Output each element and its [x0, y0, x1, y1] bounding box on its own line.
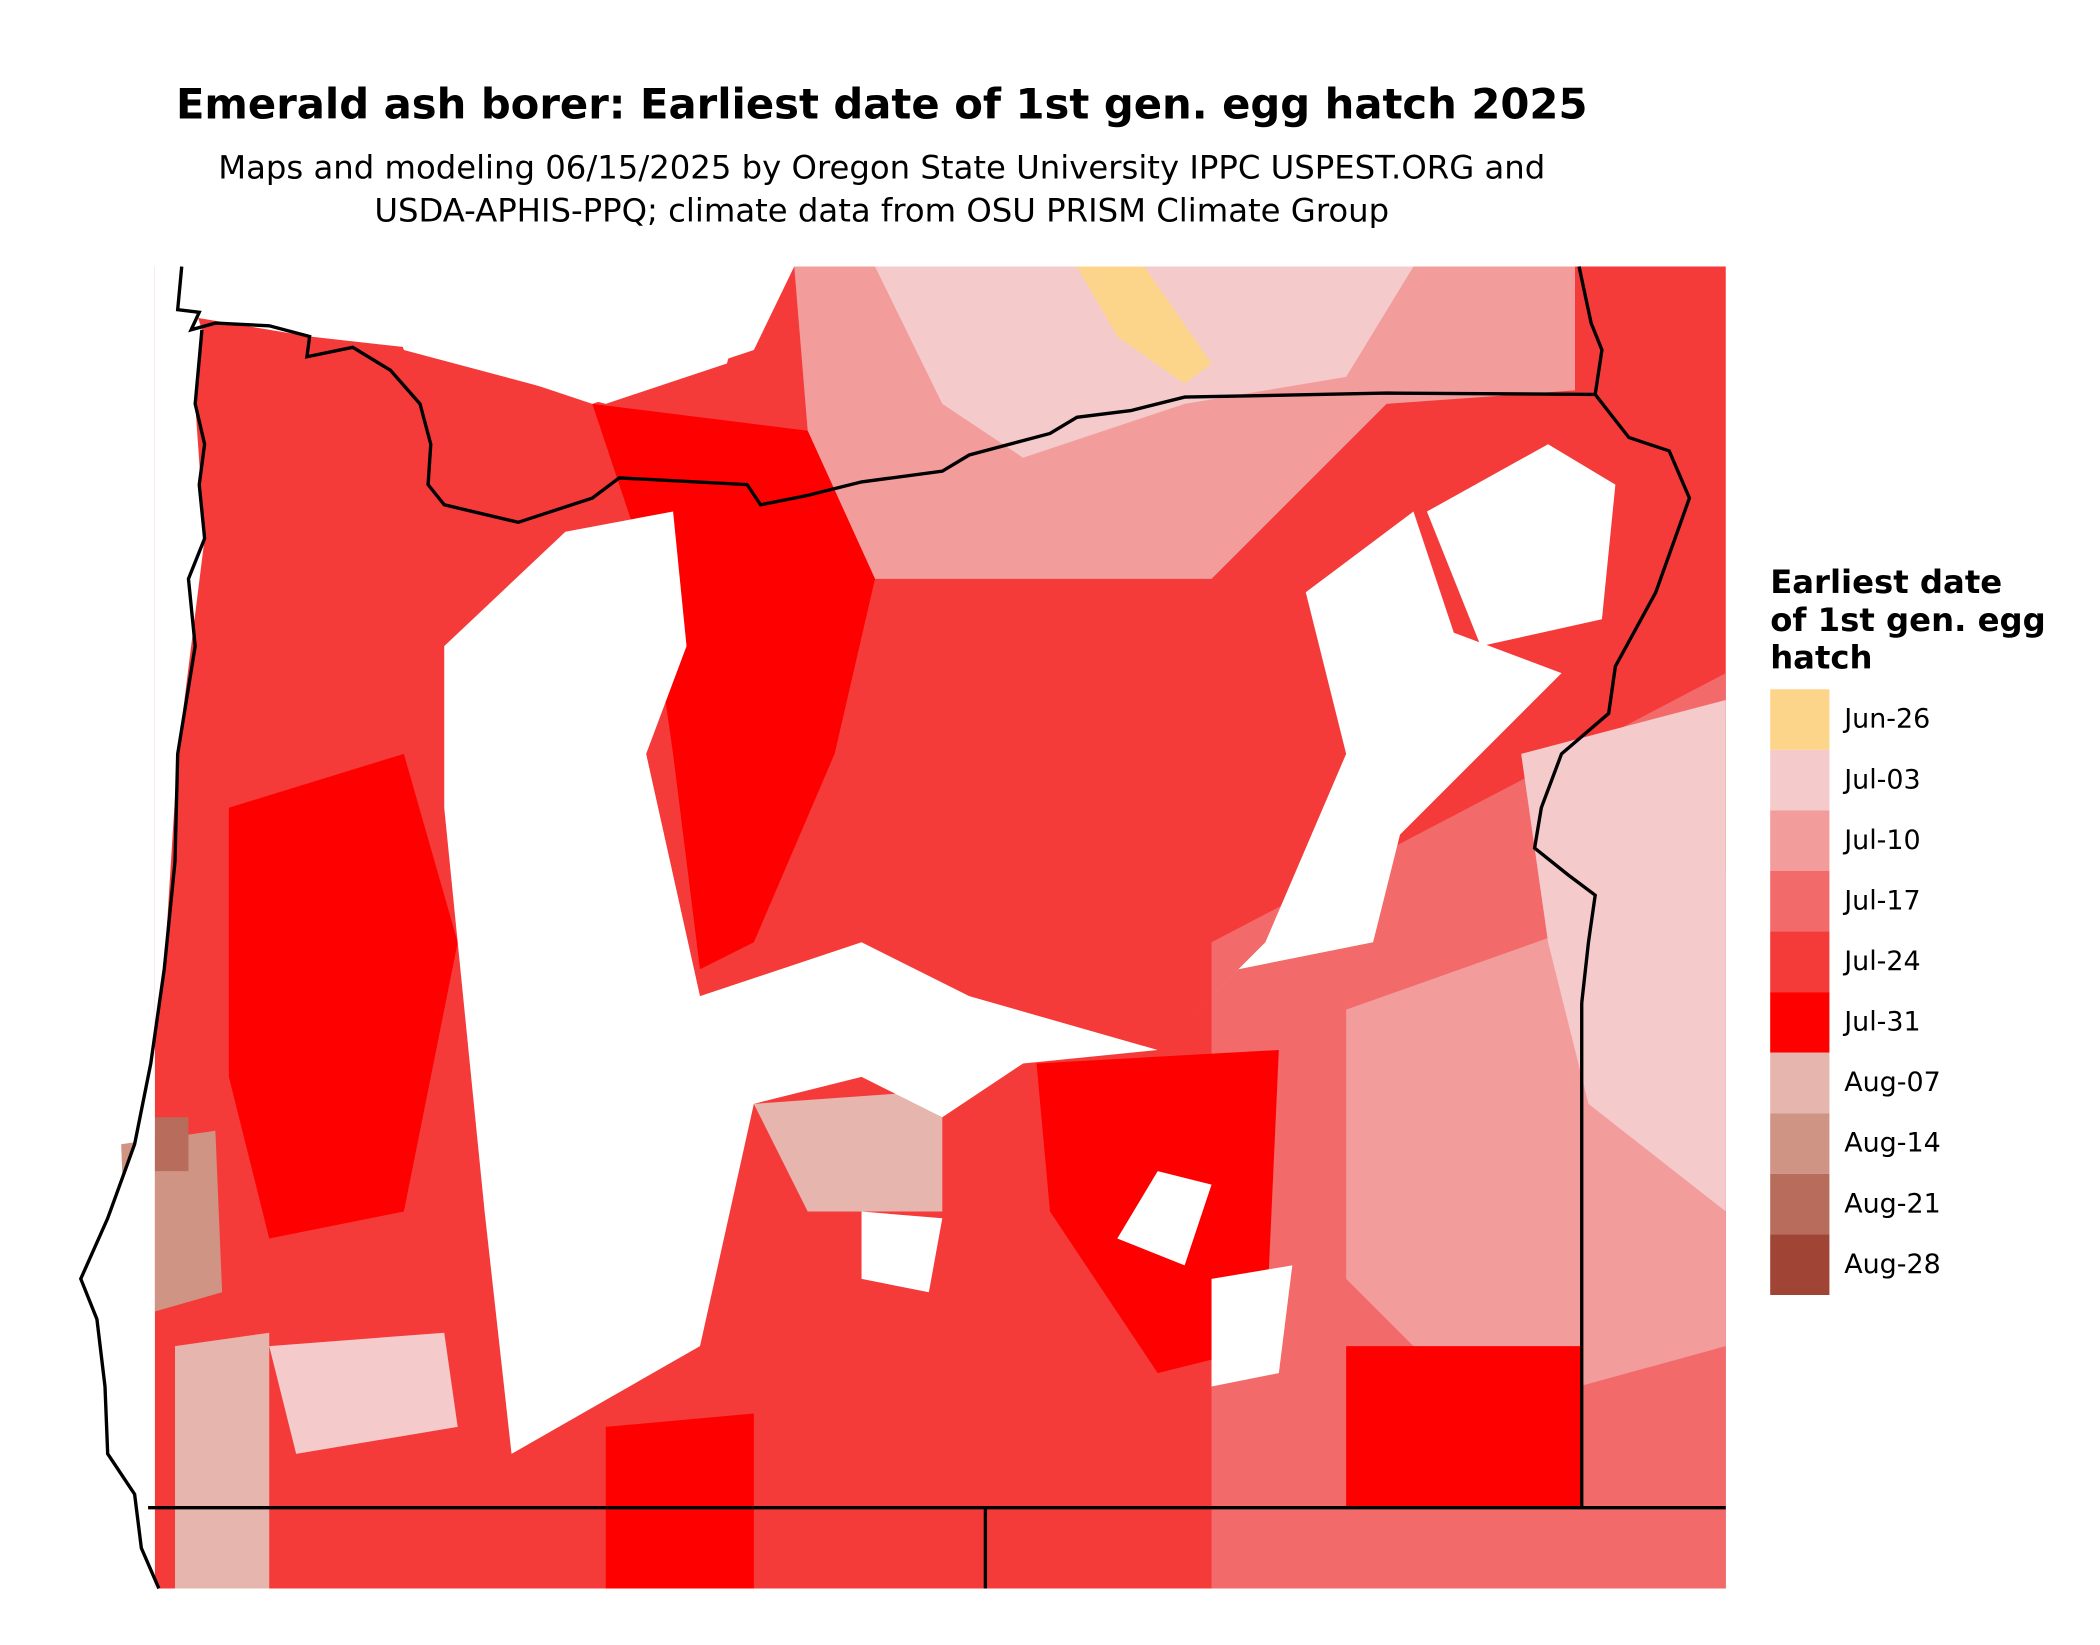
legend-title: hatch [1770, 639, 1872, 677]
legend-swatch [1770, 870, 1830, 932]
legend-swatch [1770, 689, 1830, 750]
map-region [1076, 266, 1212, 384]
map-subtitle: Maps and modeling 06/15/2025 by Oregon S… [218, 149, 1545, 187]
legend-label: Jun-26 [1842, 704, 1930, 735]
legend-label: Aug-07 [1844, 1067, 1940, 1098]
legend-swatch [1770, 1234, 1830, 1295]
legend-swatch [1770, 931, 1830, 993]
legend-swatch [1770, 1173, 1830, 1235]
legend-title: Earliest date [1770, 563, 2002, 601]
map-title: Emerald ash borer: Earliest date of 1st … [176, 80, 1588, 129]
legend-label: Aug-28 [1844, 1249, 1940, 1280]
map-region [1211, 1265, 1293, 1387]
map-region [269, 1332, 458, 1454]
map-region [1117, 1171, 1212, 1266]
map-region [154, 1117, 189, 1172]
legend-title: of 1st gen. egg [1770, 601, 2046, 639]
map-region [753, 1090, 943, 1212]
legend-swatch [1770, 992, 1830, 1053]
map-region [861, 1211, 943, 1293]
idaho-border [1577, 266, 1604, 395]
map-region [605, 1413, 754, 1589]
coastline [175, 266, 1692, 1004]
map-subtitle: USDA-APHIS-PPQ; climate data from OSU PR… [374, 192, 1389, 230]
legend-label: Jul-24 [1842, 946, 1920, 977]
legend-label: Jul-03 [1842, 764, 1920, 795]
map-raster [80, 266, 1726, 1589]
legend-label: Jul-31 [1842, 1007, 1920, 1038]
legend-label: Jul-17 [1842, 885, 1920, 916]
map-region [80, 266, 205, 1589]
coastline [78, 329, 207, 1590]
map-region [1346, 1346, 1582, 1508]
map-region [228, 753, 458, 1239]
map-region [175, 1332, 270, 1589]
legend-label: Aug-14 [1844, 1128, 1940, 1159]
map-region [1426, 444, 1616, 647]
boundaries [78, 266, 1726, 1590]
legend: Earliest date of 1st gen. egg hatch Jun-… [1770, 563, 2046, 1295]
map-region [1521, 700, 1726, 1212]
map-region [875, 266, 1414, 458]
map-region [376, 266, 754, 404]
legend-swatch [1770, 1113, 1830, 1174]
legend-label: Jul-10 [1842, 825, 1920, 856]
map-region [444, 511, 1562, 1454]
legend-label: Aug-21 [1844, 1188, 1940, 1219]
legend-swatch [1770, 810, 1830, 871]
legend-swatch [1770, 1052, 1830, 1114]
legend-swatch [1770, 749, 1830, 811]
